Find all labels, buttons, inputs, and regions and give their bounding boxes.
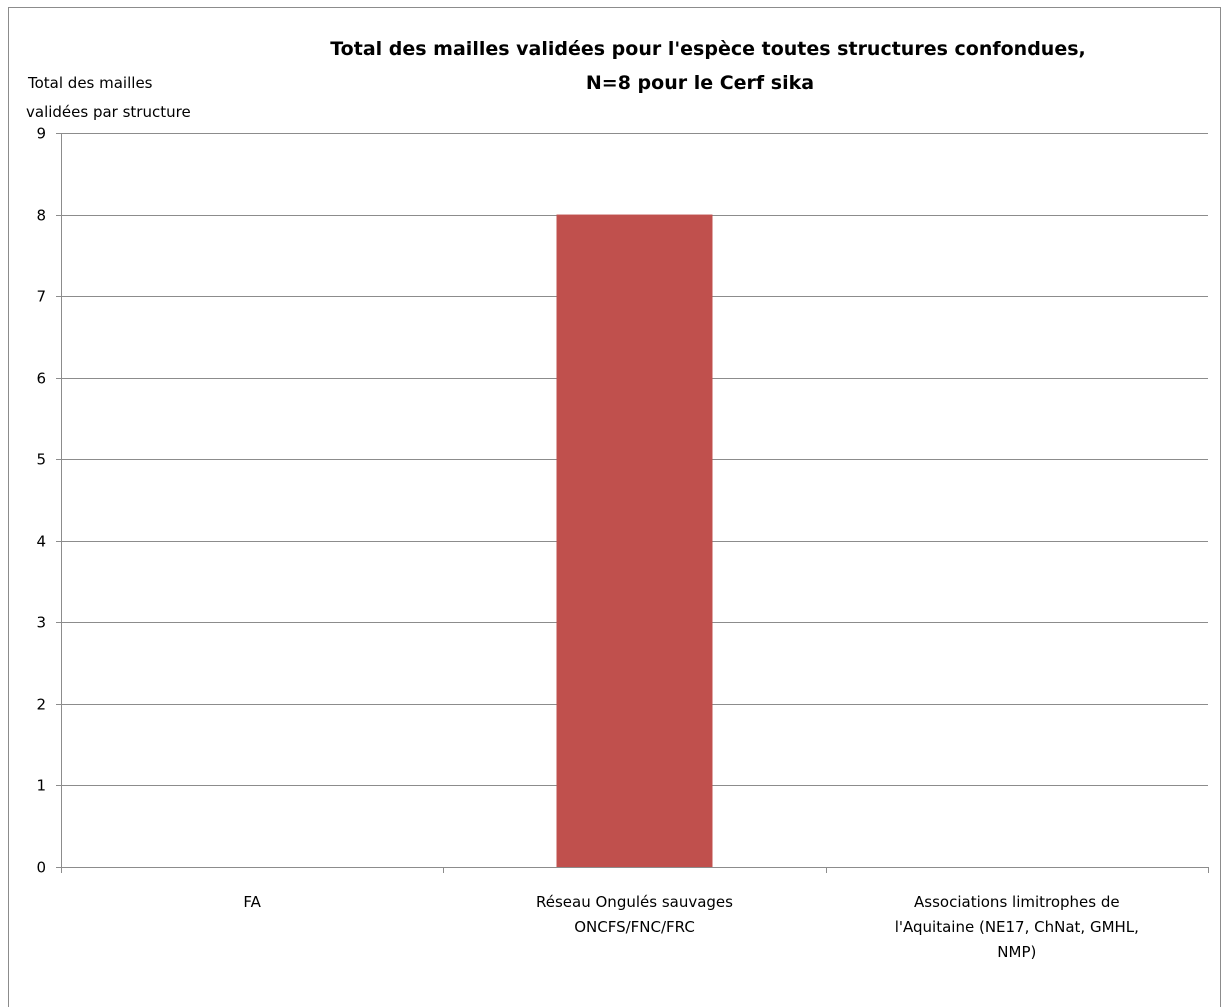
bar bbox=[556, 214, 713, 868]
y-tick-label: 2 bbox=[36, 696, 46, 714]
x-category-label: Réseau Ongulés sauvages ONCFS/FNC/FRC bbox=[536, 893, 733, 936]
x-category-label: Associations limitrophes de l'Aquitaine (… bbox=[895, 893, 1139, 961]
y-tick-labels: 0 1 2 3 4 5 6 7 8 9 bbox=[36, 125, 46, 877]
y-axis-label-line-2: validées par structure bbox=[26, 103, 191, 121]
y-tick-label: 0 bbox=[36, 859, 46, 877]
y-tick-label: 5 bbox=[36, 451, 46, 469]
x-category-labels: FA Réseau Ongulés sauvages ONCFS/FNC/FRC As… bbox=[243, 893, 1139, 961]
y-tick-label: 3 bbox=[36, 614, 46, 632]
y-tick-label: 6 bbox=[36, 370, 46, 388]
bars bbox=[556, 214, 713, 868]
chart-title-line-1: Total des mailles validées pour l'espèce… bbox=[330, 38, 1086, 60]
y-axis-label: Total des mailles validées par structure bbox=[26, 74, 191, 121]
bar-chart: Total des mailles validées pour l'espèce… bbox=[26, 38, 1209, 961]
chart-title-line-2: N=8 pour le Cerf sika bbox=[586, 72, 814, 94]
y-axis-label-line-1: Total des mailles bbox=[27, 74, 153, 92]
y-tick-label: 1 bbox=[36, 777, 46, 795]
y-tick-label: 8 bbox=[36, 207, 46, 225]
chart-title: Total des mailles validées pour l'espèce… bbox=[330, 38, 1086, 94]
y-tick-label: 7 bbox=[36, 288, 46, 306]
x-category-label: FA bbox=[243, 893, 261, 911]
y-tick-label: 9 bbox=[36, 125, 46, 143]
y-tick-label: 4 bbox=[36, 533, 46, 551]
axes bbox=[56, 133, 1209, 873]
